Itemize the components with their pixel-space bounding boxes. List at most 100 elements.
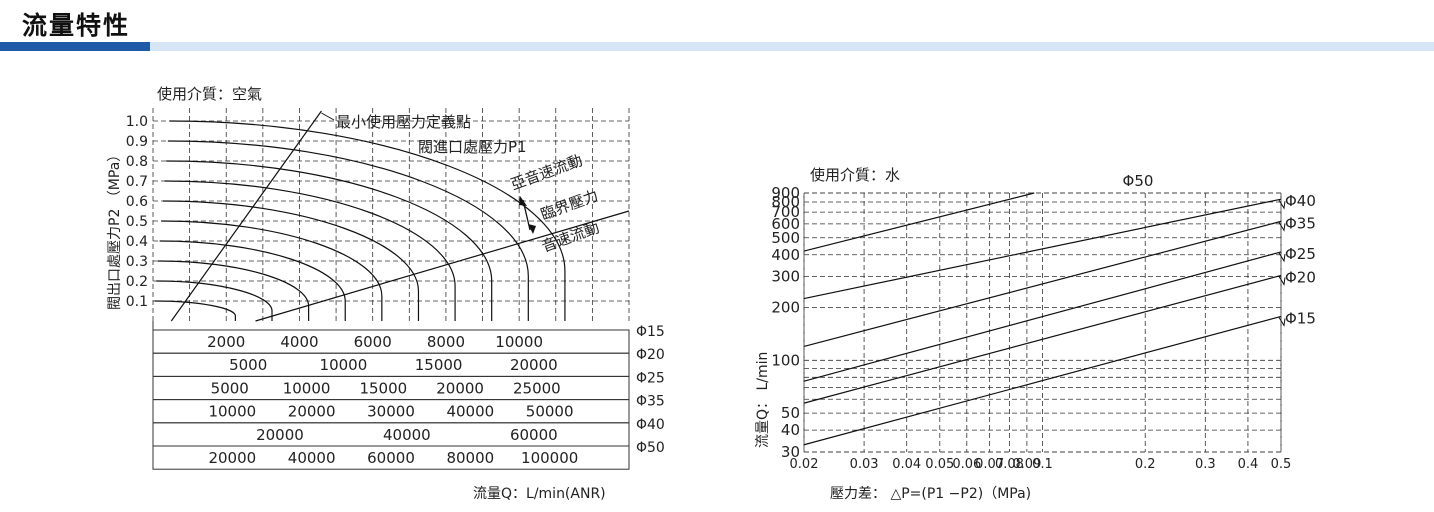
water-series-line [803, 315, 1282, 446]
air-size-tick-label: 25000 [513, 379, 561, 397]
water-flow-chart: 使用介質：水 流量Q： L/min 壓力差： △P=(P1 −P2)（MPa) … [755, 166, 1316, 502]
water-y-tick-label: 200 [771, 299, 800, 317]
water-y-tick-label: 30 [781, 443, 800, 461]
air-y-axis-label: 閥出口處壓力P2 （MPa） [107, 148, 123, 310]
water-series-line [803, 192, 1035, 252]
air-y-tick-label: 0.2 [126, 274, 148, 290]
air-x-tick-label: 2000 [207, 333, 245, 351]
annotation-min-pressure: 最小使用壓力定義點 [336, 113, 471, 131]
air-y-tick-label: 0.3 [126, 254, 148, 270]
air-size-tick-label: 5000 [229, 356, 267, 374]
air-size-tick-label: 5000 [211, 379, 249, 397]
air-size-tick-label: 60000 [367, 449, 415, 467]
water-y-tick-label: 800 [771, 193, 800, 211]
water-series-line [803, 220, 1282, 348]
air-size-label: Φ35 [636, 394, 665, 410]
air-critical-line [255, 210, 630, 322]
air-x-tick-label: 8000 [427, 333, 465, 351]
air-x-tick-label: 6000 [354, 333, 392, 351]
air-size-tick-label: 20000 [436, 379, 484, 397]
air-flow-curve [156, 280, 273, 321]
air-size-tick-label: 15000 [415, 356, 463, 374]
air-size-label: Φ15 [636, 324, 665, 340]
annotation-subsonic: 亞音速流動 [508, 151, 585, 194]
water-y-tick-label: 900 [771, 184, 800, 202]
air-flow-curve [161, 220, 383, 321]
air-size-tick-label: 20000 [208, 449, 256, 467]
air-y-tick-label: 0.7 [126, 174, 148, 190]
water-x-tick-label: 0.4 [1238, 457, 1259, 472]
water-x-tick-label: 0.03 [850, 457, 879, 472]
air-size-tick-label: 80000 [446, 449, 494, 467]
annotation-sonic: 音速流動 [539, 218, 602, 255]
water-x-tick-label: 0.5 [1271, 457, 1292, 472]
air-flow-curve [162, 200, 420, 321]
air-size-band [152, 445, 630, 470]
water-series-label-tick [1278, 222, 1286, 232]
water-series-label: Φ40 [1285, 192, 1316, 210]
air-size-tick-label: 20000 [256, 426, 304, 444]
water-series-label-tick [1278, 199, 1286, 210]
air-medium-label: 使用介質：空氣 [157, 85, 262, 103]
water-x-tick-label: 0.09 [1012, 457, 1041, 472]
air-flow-curve [157, 260, 310, 321]
air-flow-curve [166, 160, 493, 321]
water-x-axis-label: 壓力差： △P=(P1 −P2)（MPa) [830, 486, 1031, 502]
annotation-critical: 臨界壓力 [538, 186, 601, 223]
air-size-tick-label: 10000 [208, 403, 256, 421]
air-x-axis-label: 流量Q：L/min(ANR) [473, 486, 606, 502]
water-x-tick-label: 0.2 [1135, 457, 1156, 472]
air-size-tick-label: 20000 [288, 403, 336, 421]
water-series-label: Φ50 [1123, 172, 1154, 190]
air-size-tick-label: 100000 [521, 449, 578, 467]
water-x-tick-label: 0.02 [790, 457, 819, 472]
air-size-tick-label: 60000 [510, 426, 558, 444]
air-arrow-down-icon [528, 224, 536, 234]
air-flow-curve [167, 140, 529, 321]
air-y-tick-label: 0.8 [126, 154, 148, 170]
air-size-tick-label: 30000 [367, 403, 415, 421]
water-series-label: Φ20 [1285, 268, 1316, 286]
water-x-tick-label: 0.08 [995, 457, 1024, 472]
air-size-tick-label: 50000 [526, 403, 574, 421]
air-y-tick-label: 0.6 [126, 194, 148, 210]
air-size-tick-label: 20000 [510, 356, 558, 374]
page-title: 流量特性 [22, 11, 131, 40]
air-x-tick-label: 4000 [280, 333, 318, 351]
water-series-line [803, 198, 1282, 300]
water-y-tick-label: 50 [781, 404, 800, 422]
water-series-label-tick [1278, 276, 1286, 286]
air-size-tick-label: 40000 [383, 426, 431, 444]
air-size-tick-label: 40000 [446, 403, 494, 421]
water-medium-label: 使用介質：水 [810, 166, 900, 184]
air-size-tick-label: 15000 [359, 379, 407, 397]
water-x-tick-label: 0.1 [1032, 457, 1053, 472]
air-flow-curve [169, 120, 566, 321]
water-y-tick-label: 400 [771, 246, 800, 264]
air-y-tick-label: 0.5 [126, 214, 148, 230]
water-series-label: Φ35 [1285, 214, 1316, 232]
air-flow-curve [154, 300, 236, 321]
water-series-label-tick [1278, 252, 1286, 263]
water-x-tick-label: 0.04 [892, 457, 921, 472]
air-y-tick-label: 0.4 [126, 234, 148, 250]
water-y-tick-label: 500 [771, 229, 800, 247]
air-size-label: Φ50 [636, 440, 665, 456]
air-size-tick-label: 40000 [288, 449, 336, 467]
water-series-label: Φ15 [1285, 309, 1316, 327]
water-x-tick-label: 0.06 [952, 457, 981, 472]
water-x-tick-label: 0.07 [975, 457, 1004, 472]
air-min-pressure-pointer [321, 112, 335, 121]
air-y-tick-label: 0.9 [126, 134, 148, 150]
air-y-tick-label: 0.1 [126, 294, 148, 310]
air-min-pressure-line [170, 110, 322, 322]
air-size-label: Φ40 [636, 417, 665, 433]
water-series-line [803, 274, 1282, 404]
water-x-tick-label: 0.05 [925, 457, 954, 472]
air-arrow-up-icon [519, 196, 527, 206]
water-series-label: Φ25 [1285, 245, 1316, 263]
water-y-tick-label: 700 [771, 203, 800, 221]
air-size-tick-label: 10000 [320, 356, 368, 374]
air-size-tick-label: 10000 [283, 379, 331, 397]
water-y-tick-label: 40 [781, 421, 800, 439]
